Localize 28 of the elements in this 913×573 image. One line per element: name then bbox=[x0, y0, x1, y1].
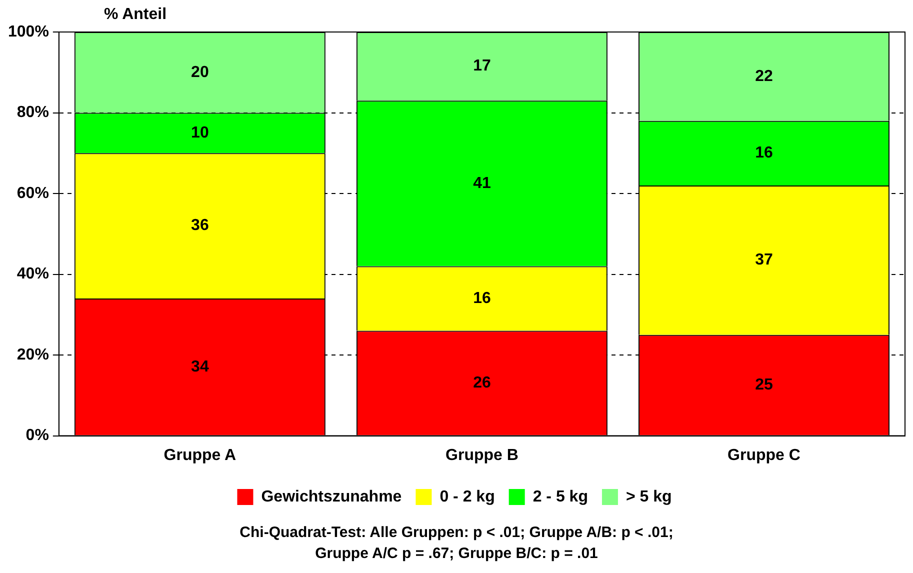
data-label: 20 bbox=[191, 64, 209, 81]
legend-label: > 5 kg bbox=[626, 488, 672, 506]
y-axis-title: % Anteil bbox=[104, 6, 167, 24]
y-tick-label: 60% bbox=[16, 184, 49, 202]
y-tick-label: 100% bbox=[8, 23, 49, 40]
data-label: 16 bbox=[473, 290, 491, 307]
data-label: 17 bbox=[473, 58, 491, 75]
data-label: 22 bbox=[755, 68, 773, 85]
data-label: 16 bbox=[755, 144, 773, 162]
legend-label: 2 - 5 kg bbox=[532, 488, 588, 506]
x-tick-label: Gruppe A bbox=[164, 446, 237, 464]
data-label: 10 bbox=[191, 124, 209, 142]
data-label: 34 bbox=[191, 358, 209, 376]
y-tick-label: 20% bbox=[16, 346, 49, 364]
legend-label: 0 - 2 kg bbox=[440, 488, 495, 506]
text: Gruppe A/C p = .67; Gruppe B/C: p = .01 bbox=[314, 544, 599, 564]
data-label: 26 bbox=[473, 374, 491, 392]
text: Chi-Quadrat-Test: Alle Gruppen: p < .01; Gruppe A/B: p < .01; bbox=[238, 523, 674, 543]
y-tick-label: 80% bbox=[16, 104, 49, 122]
y-tick-label: 0% bbox=[26, 427, 49, 444]
data-label: 25 bbox=[755, 376, 773, 394]
x-tick-label: Gruppe B bbox=[446, 446, 518, 464]
legend-label: Gewichtszunahme bbox=[261, 488, 402, 506]
y-tick-label: 40% bbox=[16, 266, 49, 283]
data-label: 41 bbox=[473, 174, 491, 192]
data-label: 36 bbox=[191, 217, 209, 234]
data-label: 37 bbox=[755, 252, 773, 269]
x-tick-label: Gruppe C bbox=[728, 446, 801, 464]
